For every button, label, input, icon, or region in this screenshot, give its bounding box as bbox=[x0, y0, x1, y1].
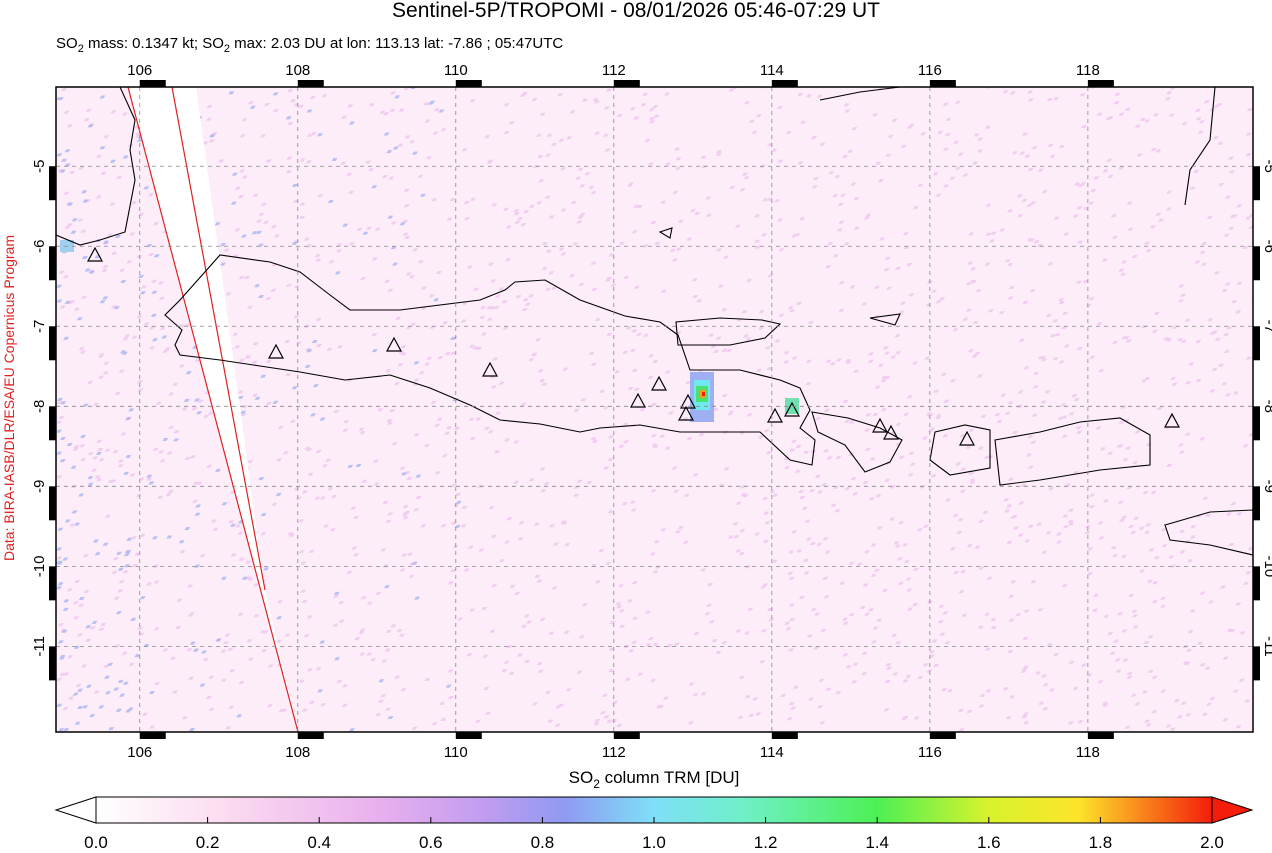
tick-mark bbox=[1253, 566, 1260, 601]
tick-mark bbox=[1087, 80, 1114, 87]
tick-mark bbox=[1253, 486, 1260, 521]
lat-tick-label: -11 bbox=[1261, 636, 1272, 657]
tick-mark bbox=[1253, 646, 1260, 681]
coastlines bbox=[56, 87, 1253, 556]
swath-edge bbox=[171, 87, 266, 591]
tick-mark bbox=[929, 732, 956, 739]
colorbar-tick-label: 0.6 bbox=[419, 833, 443, 852]
tick-mark bbox=[49, 246, 56, 281]
colorbar-over bbox=[1211, 796, 1254, 824]
lat-tick-label: -6 bbox=[31, 240, 48, 253]
colorbar-tick-label: 2.0 bbox=[1200, 833, 1224, 852]
lat-tick-label: -8 bbox=[31, 400, 48, 413]
tick-mark bbox=[613, 732, 640, 739]
lat-tick-label: -9 bbox=[31, 480, 48, 493]
subtitle-part: SO bbox=[56, 35, 78, 52]
lon-tick-label: 114 bbox=[760, 744, 784, 761]
colorbar-tick-label: 1.8 bbox=[1089, 833, 1113, 852]
tick-mark bbox=[613, 80, 640, 87]
lon-tick-label: 108 bbox=[285, 62, 310, 79]
tick-mark bbox=[297, 732, 324, 739]
tick-mark bbox=[139, 80, 166, 87]
tick-mark bbox=[1253, 406, 1260, 441]
tick-mark bbox=[49, 406, 56, 441]
lon-tick-label: 110 bbox=[444, 62, 468, 79]
tick-mark bbox=[297, 80, 324, 87]
colorbar-tick-label: 0.2 bbox=[196, 833, 220, 852]
colorbar-label: SO2 column TRM [DU] bbox=[569, 768, 740, 791]
lat-tick-label: -5 bbox=[1261, 160, 1272, 173]
lat-tick-label: -7 bbox=[31, 320, 48, 333]
map-area bbox=[56, 87, 1253, 732]
tick-mark bbox=[49, 486, 56, 521]
lat-tick-label: -5 bbox=[31, 160, 48, 173]
lat-tick-label: -10 bbox=[31, 556, 48, 578]
credit: Data: BIRA-IASB/DLR/ESA/EU Copernicus Pr… bbox=[1, 235, 17, 561]
colorbar-under bbox=[54, 796, 97, 824]
lon-tick-label: 114 bbox=[760, 62, 784, 79]
subtitle-part: mass: 0.1347 kt; SO bbox=[84, 35, 224, 52]
colorbar-tick-label: 0.8 bbox=[531, 833, 555, 852]
tick-mark bbox=[455, 732, 482, 739]
tick-mark bbox=[455, 80, 482, 87]
colorbar-ticks: 0.0 0.2 0.4 0.6 0.8 1.0 1.2 1.4 1.6 1.8 2.0 bbox=[84, 817, 1224, 852]
tick-mark bbox=[49, 166, 56, 201]
subtitle-part: max: 2.03 DU at lon: 113.13 lat: -7.86 ;… bbox=[230, 35, 563, 52]
tick-mark bbox=[1253, 166, 1260, 201]
axes: 106 106 108 108 110 110 112 112 114 114 116 116 118 1… bbox=[31, 62, 1272, 761]
subtitle-sub: 2 bbox=[78, 43, 84, 55]
colorbar-tick-label: 1.6 bbox=[977, 833, 1001, 852]
tick-mark bbox=[771, 80, 798, 87]
lat-tick-label: -7 bbox=[1261, 320, 1272, 333]
lat-tick-label: -6 bbox=[1261, 240, 1272, 253]
lon-tick-label: 116 bbox=[918, 744, 942, 761]
tick-mark bbox=[1253, 326, 1260, 361]
colorbar-tick-label: 0.0 bbox=[84, 833, 108, 852]
tick-mark bbox=[49, 566, 56, 601]
lon-tick-label: 106 bbox=[127, 62, 152, 79]
tick-mark bbox=[49, 326, 56, 361]
lat-tick-label: -10 bbox=[1261, 556, 1272, 578]
graticule bbox=[56, 87, 1253, 732]
lat-tick-label: -9 bbox=[1261, 480, 1272, 493]
tick-mark bbox=[1087, 732, 1114, 739]
lon-tick-label: 112 bbox=[602, 744, 626, 761]
label-part: column TRM [DU] bbox=[600, 768, 740, 787]
colorbar-tick-label: 0.4 bbox=[307, 833, 331, 852]
label-sub: 2 bbox=[593, 777, 600, 791]
tick-mark bbox=[49, 646, 56, 681]
lat-tick-label: -11 bbox=[31, 636, 48, 657]
lon-tick-label: 110 bbox=[444, 744, 468, 761]
subtitle-sub: 2 bbox=[224, 43, 230, 55]
tick-mark bbox=[139, 732, 166, 739]
colorbar-tick-label: 1.2 bbox=[754, 833, 778, 852]
title: Sentinel-5P/TROPOMI - 08/01/2026 05:46-0… bbox=[392, 0, 880, 22]
tick-mark bbox=[929, 80, 956, 87]
tick-mark bbox=[771, 732, 798, 739]
colorbar-tick-label: 1.4 bbox=[865, 833, 889, 852]
lon-tick-label: 106 bbox=[127, 744, 152, 761]
lon-tick-label: 118 bbox=[1076, 62, 1100, 79]
tick-mark bbox=[1253, 246, 1260, 281]
subtitle: SO2 mass: 0.1347 kt; SO2 max: 2.03 DU at… bbox=[56, 35, 563, 55]
lon-tick-label: 112 bbox=[602, 62, 626, 79]
lon-tick-label: 108 bbox=[285, 744, 310, 761]
lat-tick-label: -8 bbox=[1261, 400, 1272, 413]
swath-edge bbox=[127, 87, 299, 732]
lon-tick-label: 118 bbox=[1076, 744, 1100, 761]
lon-tick-label: 116 bbox=[918, 62, 942, 79]
colorbar-tick-label: 1.0 bbox=[642, 833, 666, 852]
label-part: SO bbox=[569, 768, 594, 787]
